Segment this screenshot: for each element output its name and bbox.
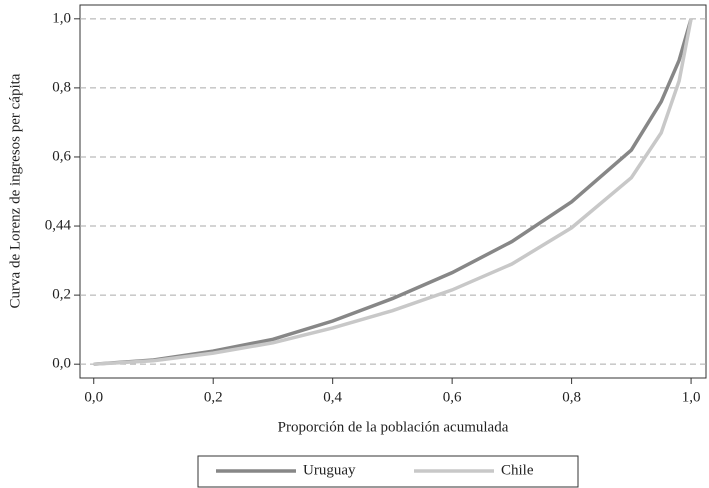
legend-label: Uruguay bbox=[303, 462, 356, 478]
y-tick-label: 0,8 bbox=[52, 79, 71, 95]
y-tick-label: 1,0 bbox=[52, 10, 71, 26]
x-tick-label: 0,8 bbox=[562, 389, 581, 405]
x-tick-label: 1,0 bbox=[682, 389, 701, 405]
legend-label: Chile bbox=[501, 462, 534, 478]
y-axis-title: Curva de Lorenz de ingresos per cápita bbox=[7, 73, 23, 308]
y-tick-label: 0,2 bbox=[52, 287, 71, 303]
x-tick-label: 0,4 bbox=[323, 389, 342, 405]
y-tick-label: 0,0 bbox=[52, 356, 71, 372]
x-axis-title: Proporción de la población acumulada bbox=[278, 419, 509, 435]
x-tick-label: 0,0 bbox=[84, 389, 103, 405]
x-tick-label: 0,6 bbox=[443, 389, 462, 405]
y-tick-label: 0,6 bbox=[52, 148, 71, 164]
plot-frame bbox=[79, 4, 707, 379]
data-line bbox=[93, 18, 693, 366]
data-line bbox=[93, 18, 693, 366]
legend-box bbox=[197, 455, 579, 488]
y-tick-label: 0,44 bbox=[45, 217, 72, 233]
x-tick-label: 0,2 bbox=[204, 389, 223, 405]
